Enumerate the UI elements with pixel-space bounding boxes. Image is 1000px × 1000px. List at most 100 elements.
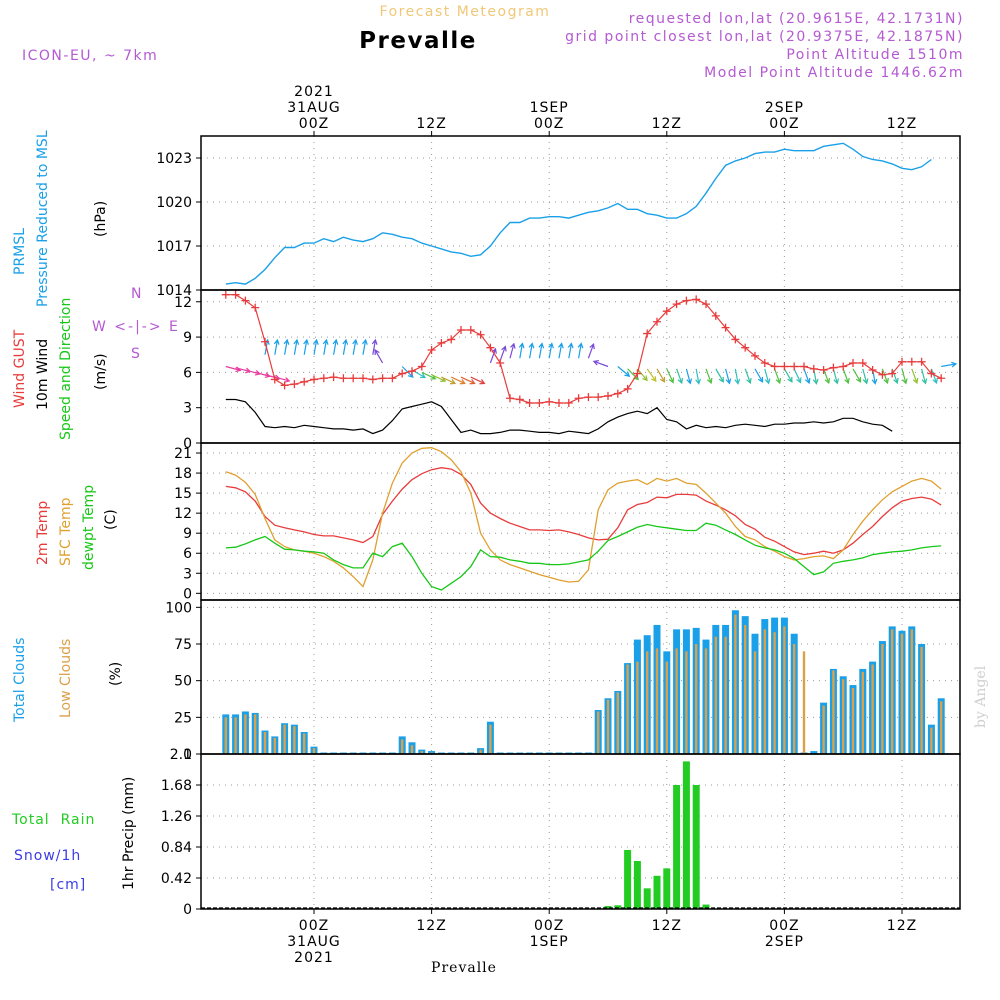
precip-bar-rain <box>682 761 690 909</box>
temp-2m-label: 2m Temp <box>35 501 51 565</box>
gust-marker <box>515 395 524 404</box>
cloud-bar-low <box>881 644 884 754</box>
wind-direction-arrow <box>744 368 752 385</box>
wind-direction-arrow <box>322 338 329 355</box>
gust-marker <box>584 393 593 402</box>
header-title-top: Forecast Meteogram <box>380 4 551 20</box>
gust-marker <box>408 367 416 376</box>
cloud-bar-low <box>871 664 874 754</box>
wind-direction-arrow <box>636 368 648 382</box>
wind-direction-arrow <box>509 342 516 359</box>
gust-marker <box>751 351 759 360</box>
gust-marker <box>535 398 544 407</box>
gust-marker <box>643 329 652 338</box>
gust-marker <box>368 375 377 384</box>
panel-frame <box>200 442 961 601</box>
wind-direction-arrow <box>685 368 693 385</box>
gust-marker <box>888 369 897 378</box>
time-label-bottom: 12Z <box>887 918 917 934</box>
gust-marker <box>829 363 838 372</box>
cloud-bar-low <box>597 711 600 754</box>
gust-marker <box>613 389 622 398</box>
gust-marker <box>506 394 514 403</box>
cloud-bar-low <box>734 614 737 754</box>
y-tick-label: 0.42 <box>161 871 192 887</box>
cloud-bar-low <box>842 679 845 754</box>
cloud-bar-low <box>655 648 659 754</box>
gust-marker <box>760 358 769 367</box>
y-tick-label: 6 <box>183 365 192 381</box>
time-label-bottom: 2021 <box>294 950 334 966</box>
point-altitude: Point Altitude 1510m <box>786 47 964 63</box>
gust-marker <box>662 307 671 316</box>
y-tick-label: 2.1 <box>170 747 192 763</box>
y-tick-label: 100 <box>165 600 192 616</box>
gust-marker <box>604 391 612 400</box>
gust-marker <box>496 358 505 367</box>
cloud-bar-total <box>810 751 818 754</box>
wind-direction-arrow <box>587 342 595 359</box>
time-label-bottom: 12Z <box>652 918 682 934</box>
cloud-bar-low <box>273 737 276 754</box>
wind-direction-arrow <box>666 368 675 384</box>
wind-direction-arrow <box>862 368 869 385</box>
gust-marker <box>594 393 603 402</box>
precip-bar-rain <box>673 785 681 909</box>
wind-unit: (m/s) <box>93 353 109 390</box>
cloud-bar-low <box>636 661 639 754</box>
gust-marker <box>251 303 260 312</box>
cloud-bar-low <box>704 648 708 754</box>
panel-frame <box>200 135 961 291</box>
y-tick-label: 0 <box>183 436 192 452</box>
cloud-bar-low <box>773 632 776 754</box>
gust-marker <box>780 362 789 371</box>
wind-direction-arrow <box>774 368 782 385</box>
gust-marker <box>290 380 299 389</box>
y-tick-label: 12 <box>174 295 192 311</box>
gust-marker <box>329 373 338 382</box>
cloud-bar-low <box>263 732 267 754</box>
y-tick-label: 1023 <box>156 151 192 167</box>
y-tick-label: 75 <box>174 637 192 653</box>
wind-10m-label: 10m Wind <box>35 339 51 410</box>
temp-sfc-label: SFC Temp <box>58 497 74 566</box>
wind-direction-arrow <box>293 338 300 355</box>
wind-direction-arrow <box>538 342 545 359</box>
time-label-top: 12Z <box>887 116 917 132</box>
cloud-bar-low <box>489 724 492 754</box>
snow-label: Snow/1h <box>14 848 81 864</box>
gust-marker <box>672 300 681 309</box>
time-label-bottom: 2SEP <box>765 934 804 950</box>
model-altitude: Model Point Altitude 1446.62m <box>704 65 964 81</box>
gust-marker <box>721 323 730 332</box>
time-label-bottom: 31AUG <box>287 934 341 950</box>
gust-marker <box>417 362 426 371</box>
y-tick-label: 0 <box>183 586 192 602</box>
time-label-bottom: 00Z <box>299 918 329 934</box>
gust-marker <box>349 374 358 383</box>
wind-direction-arrow <box>518 342 525 359</box>
gust-marker <box>907 357 916 366</box>
gust-marker <box>270 375 279 384</box>
gust-marker <box>839 362 848 371</box>
gust-marker <box>653 317 661 326</box>
credit-text: by Angel <box>973 665 989 728</box>
series-line-sfc-temp <box>225 447 942 588</box>
time-label-top: 12Z <box>416 116 446 132</box>
time-label-bottom: 12Z <box>416 918 446 934</box>
compass-we: W <-|-> E <box>92 319 180 335</box>
y-tick-label: 0 <box>183 902 192 918</box>
gust-marker <box>486 343 495 352</box>
wind-direction-arrow <box>225 365 242 373</box>
cloud-bar-low <box>303 733 306 754</box>
gridpoint-coords: grid point closest lon,lat (20.9375E, 42… <box>565 29 964 45</box>
wind-direction-arrow <box>891 368 899 385</box>
wind-direction-arrow <box>273 338 280 355</box>
precip-bar-rain <box>663 868 671 909</box>
precip-bar-rain <box>614 905 622 909</box>
cloud-bar-low <box>401 739 404 754</box>
cloud-bar-low <box>254 714 257 754</box>
y-tick-label: 3 <box>183 566 192 582</box>
wind-direction-arrow <box>832 368 840 385</box>
y-tick-label: 0 <box>183 747 192 763</box>
